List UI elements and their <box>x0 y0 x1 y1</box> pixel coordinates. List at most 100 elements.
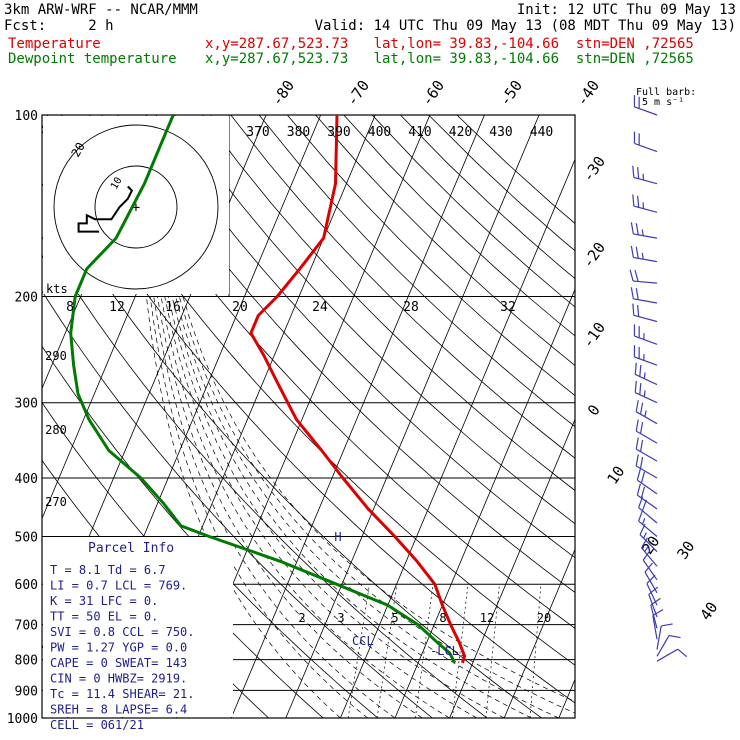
wind-barb-shaft <box>634 356 658 366</box>
wind-barb-shaft <box>652 615 658 640</box>
wind-barb-flag <box>661 623 673 627</box>
wind-barb-flag <box>668 634 681 639</box>
plot-frame <box>41 114 576 719</box>
wind-barb <box>639 523 658 553</box>
wind-barb-half <box>643 354 645 361</box>
legend-temperature-name: Temperature <box>8 36 101 52</box>
moist-adiabat-line <box>182 296 575 702</box>
theta-label: 380 <box>287 125 310 140</box>
wind-barb-flag <box>638 326 640 338</box>
hodograph: 20 10 + kts <box>43 116 229 296</box>
wind-barb-shaft <box>633 314 658 323</box>
wind-barb-shaft <box>656 648 679 662</box>
isotherm-line <box>668 115 740 718</box>
pressure-label: 200 <box>15 291 38 306</box>
isotherm-label: -60 <box>418 77 448 110</box>
wind-barb-half <box>644 410 647 417</box>
wind-barb-flag <box>633 131 636 144</box>
wind-barb-shaft <box>633 256 658 263</box>
isotherm-line <box>558 678 575 718</box>
dry-adiabat-line <box>230 115 575 459</box>
parcel-info-row: TT = 50 EL = 0. <box>50 610 158 624</box>
hodograph-center: + <box>132 200 140 216</box>
trace-line <box>249 115 467 664</box>
mixing-ratio-label: 3 <box>337 611 344 625</box>
wind-barb <box>635 419 658 444</box>
dry-adiabat-line <box>89 115 575 629</box>
wind-barb-flag <box>639 439 644 452</box>
wind-barb-flag <box>632 194 635 207</box>
parcel-info-title: Parcel Info <box>88 541 174 556</box>
hodograph-ring-label: 10 <box>109 176 125 192</box>
isotherm-label: 0 <box>584 401 604 419</box>
moist-adiabat-line <box>171 296 532 718</box>
isotherm-label: -10 <box>579 319 609 352</box>
dry-adiabat-line <box>286 115 575 397</box>
isotherm-line <box>449 418 575 718</box>
hodograph-background <box>43 116 229 294</box>
wind-barb <box>632 165 658 185</box>
lcl-marker: -LCL <box>430 644 459 658</box>
wind-barb-flag <box>632 165 635 178</box>
wind-barb-flag <box>630 287 634 299</box>
hodograph-trace <box>77 185 134 233</box>
dry-adiabat-line <box>42 236 488 718</box>
wind-barb <box>636 483 658 510</box>
wind-barb-flag <box>639 402 644 415</box>
parcel-info-row: SVI = 0.8 CCL = 750. <box>50 625 195 639</box>
wind-barb-flag <box>648 586 659 595</box>
wind-barb-shaft <box>642 559 658 581</box>
wind-barb-flag <box>638 346 640 359</box>
theta-label: 370 <box>246 125 269 140</box>
wind-barb-flag <box>636 468 641 481</box>
mixing-ratio-label: 5 <box>391 611 398 625</box>
wind-barb-flag <box>639 421 644 434</box>
wind-barb <box>642 550 658 581</box>
isotherm-label: -20 <box>579 239 609 272</box>
valid-time: Valid: 14 UTC Thu 09 May 13 (08 MDT Thu … <box>314 18 736 34</box>
theta-label: 390 <box>327 125 350 140</box>
parcel-info-row: SREH = 8 LAPSE= 6.4 <box>50 703 187 717</box>
isotherm-line <box>394 288 575 718</box>
wind-barb-flag <box>633 95 636 107</box>
theta-label: 430 <box>489 125 512 140</box>
parcel-info-row: Tc = 11.4 SHEAR= 21. <box>50 687 195 701</box>
pressure-label: 100 <box>15 109 38 124</box>
wind-barb-shaft <box>634 373 658 386</box>
wind-barb-half <box>641 252 644 260</box>
wind-barb-flag <box>640 471 646 484</box>
wind-barb-flag <box>633 324 636 337</box>
dry-adiabat-line <box>60 115 575 666</box>
wind-barb-flag <box>639 364 642 377</box>
init-time: Init: 12 UTC Thu 09 May 13 <box>516 2 736 18</box>
wind-barb-shaft <box>636 479 658 495</box>
wind-barb-shaft <box>638 520 658 537</box>
wind-barb-flag <box>632 303 635 316</box>
isotherm-label: -50 <box>496 77 526 110</box>
mixing-ratio-line <box>347 584 370 718</box>
mixing-ratio-label: 20 <box>537 611 551 625</box>
wind-barb-shaft <box>636 494 658 510</box>
dry-adiabat-line <box>315 115 575 367</box>
barb-key-title: Full barb: <box>636 87 696 98</box>
mixing-ratio-label: 12 <box>480 611 494 625</box>
wind-barb-flag <box>646 574 656 584</box>
mixing-ratio-label: 24 <box>312 300 328 315</box>
wind-barb-flag <box>637 304 640 317</box>
wind-barb <box>644 562 658 594</box>
mixing-ratio-label: 8 <box>439 611 446 625</box>
wind-barb-half <box>643 532 647 539</box>
ccl-marker: CCL <box>352 634 374 648</box>
dry-adiabat-line <box>258 115 575 428</box>
theta-label: 420 <box>449 125 472 140</box>
pressure-label: 800 <box>15 654 38 669</box>
dry-adiabat-line <box>173 115 575 525</box>
wind-barb-half <box>643 333 645 340</box>
wind-barb-flag <box>638 133 640 146</box>
isotherm-line <box>613 115 740 718</box>
trace-line <box>69 115 457 664</box>
dry-adiabat-line <box>42 182 542 718</box>
parcel-info-row: PW = 1.27 YGP = 0.0 <box>50 641 187 655</box>
wind-barb-flag <box>630 245 634 258</box>
